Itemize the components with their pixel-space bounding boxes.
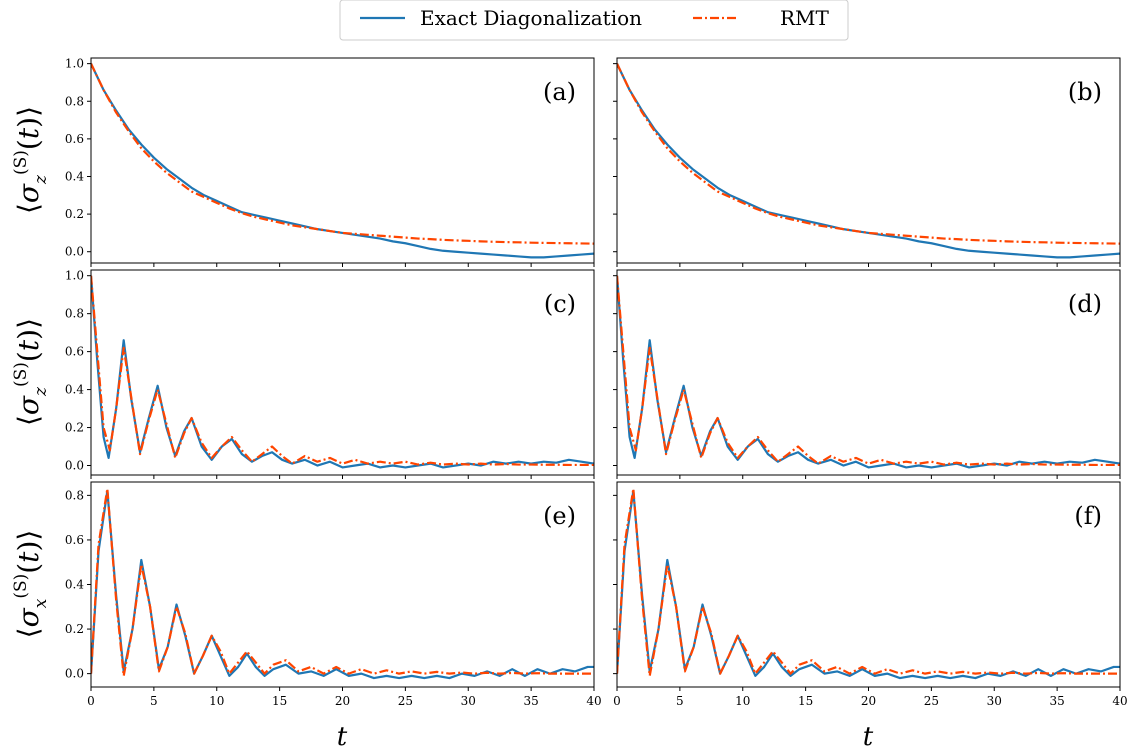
xtick-label-f-40: 40: [1112, 694, 1127, 708]
ytick-label-c-0.6: 0.6: [65, 345, 84, 359]
xtick-label-f-25: 25: [924, 694, 939, 708]
ytick-label-c-0.8: 0.8: [65, 307, 84, 321]
xtick-label-e-5: 5: [150, 694, 158, 708]
xtick-label-e-0: 0: [87, 694, 95, 708]
axes-frame-c: [90, 269, 595, 476]
panel-label-d: (d): [1068, 290, 1102, 318]
series-line-rmt-e: [91, 487, 594, 677]
xtick-label-f-5: 5: [676, 694, 684, 708]
series-line-rmt-c: [91, 275, 594, 467]
xtick-label-e-15: 15: [272, 694, 287, 708]
legend-frame: [339, 0, 849, 41]
legend-label-exact: Exact Diagonalization: [420, 6, 642, 30]
ytick-label-e-0.4: 0.4: [65, 578, 84, 592]
xtick-label-f-30: 30: [987, 694, 1002, 708]
panel-label-a: (a): [543, 78, 576, 106]
svg-text:⟨σx(S)(t)⟩: ⟨σx(S)(t)⟩: [11, 530, 51, 639]
ytick-label-e-0.8: 0.8: [65, 488, 84, 502]
ytick-label-a-0.0: 0.0: [65, 245, 84, 259]
xtick-label-f-0: 0: [613, 694, 621, 708]
xtick-label-f-10: 10: [735, 694, 750, 708]
ytick-label-c-1.0: 1.0: [65, 269, 84, 283]
ytick-label-a-0.4: 0.4: [65, 169, 84, 183]
axes-frame-d: [616, 269, 1121, 476]
ylabel-op-1: σ: [12, 183, 45, 203]
legend-label-rmt: RMT: [780, 6, 830, 30]
svg-text:⟨σz(S)(t)⟩: ⟨σz(S)(t)⟩: [11, 106, 51, 214]
ytick-label-c-0.2: 0.2: [65, 421, 84, 435]
xtick-label-f-20: 20: [861, 694, 876, 708]
legend: Exact Diagonalization RMT: [339, 0, 849, 41]
xtick-label-e-10: 10: [209, 694, 224, 708]
ylabel-row-3: ⟨σx(S)(t)⟩: [11, 530, 51, 639]
panel-label-b: (b): [1068, 78, 1102, 106]
panel-d: (d): [613, 269, 1121, 479]
xtick-label-f-15: 15: [798, 694, 813, 708]
panel-c: 0.0 0.2 0.4 0.6 0.8 1.0 (c): [65, 269, 595, 479]
ytick-label-a-0.2: 0.2: [65, 207, 84, 221]
xtick-label-e-35: 35: [523, 694, 538, 708]
series-line-rmt-b: [617, 63, 1120, 245]
svg-text:⟨σz(S)(t)⟩: ⟨σz(S)(t)⟩: [11, 318, 51, 426]
ytick-label-c-0.0: 0.0: [65, 459, 84, 473]
xtick-label-e-20: 20: [335, 694, 350, 708]
xtick-label-e-25: 25: [398, 694, 413, 708]
ytick-label-a-0.6: 0.6: [65, 132, 84, 146]
series-line-exact-d: [617, 275, 1120, 469]
ytick-label-e-0.6: 0.6: [65, 533, 84, 547]
ytick-label-a-0.8: 0.8: [65, 94, 84, 108]
series-line-rmt-d: [617, 275, 1120, 467]
xlabel-left: t: [337, 722, 348, 752]
panel-f: 0 5 10 15 20 25 30 35 40 (f): [613, 481, 1128, 708]
panel-a: 0.0 0.2 0.4 0.6 0.8 1.0 (a): [65, 57, 595, 267]
panel-e: 0 5 10 15 20 25 30 35 40 0.0 0.2 0.4 0.6 0.8 (e): [65, 481, 602, 708]
series-line-exact-a: [91, 63, 594, 259]
ylabel-row-1: ⟨σz(S)(t)⟩: [11, 106, 51, 214]
ytick-label-a-1.0: 1.0: [65, 57, 84, 71]
panels: 0.0 0.2 0.4 0.6 0.8 1.0 (a) (b) 0.0 0.2 0.4 0.6 0.8 1…: [65, 57, 1128, 708]
xtick-label-f-35: 35: [1049, 694, 1064, 708]
axes-frame-f: [616, 481, 1121, 688]
axes-frame-e: [90, 481, 595, 688]
ytick-label-e-0.2: 0.2: [65, 622, 84, 636]
ytick-label-c-0.4: 0.4: [65, 383, 84, 397]
series-line-exact-c: [91, 275, 594, 469]
panel-b: (b): [613, 57, 1121, 267]
series-line-exact-b: [617, 63, 1120, 259]
panel-label-c: (c): [544, 290, 576, 318]
ytick-label-e-0.0: 0.0: [65, 667, 84, 681]
series-line-rmt-f: [617, 487, 1120, 677]
panel-label-f: (f): [1074, 502, 1102, 530]
panel-label-e: (e): [543, 502, 576, 530]
xtick-label-e-40: 40: [586, 694, 601, 708]
ylabel-row-2: ⟨σz(S)(t)⟩: [11, 318, 51, 426]
xlabel-right: t: [863, 722, 874, 752]
xtick-label-e-30: 30: [461, 694, 476, 708]
series-line-rmt-a: [91, 63, 594, 245]
